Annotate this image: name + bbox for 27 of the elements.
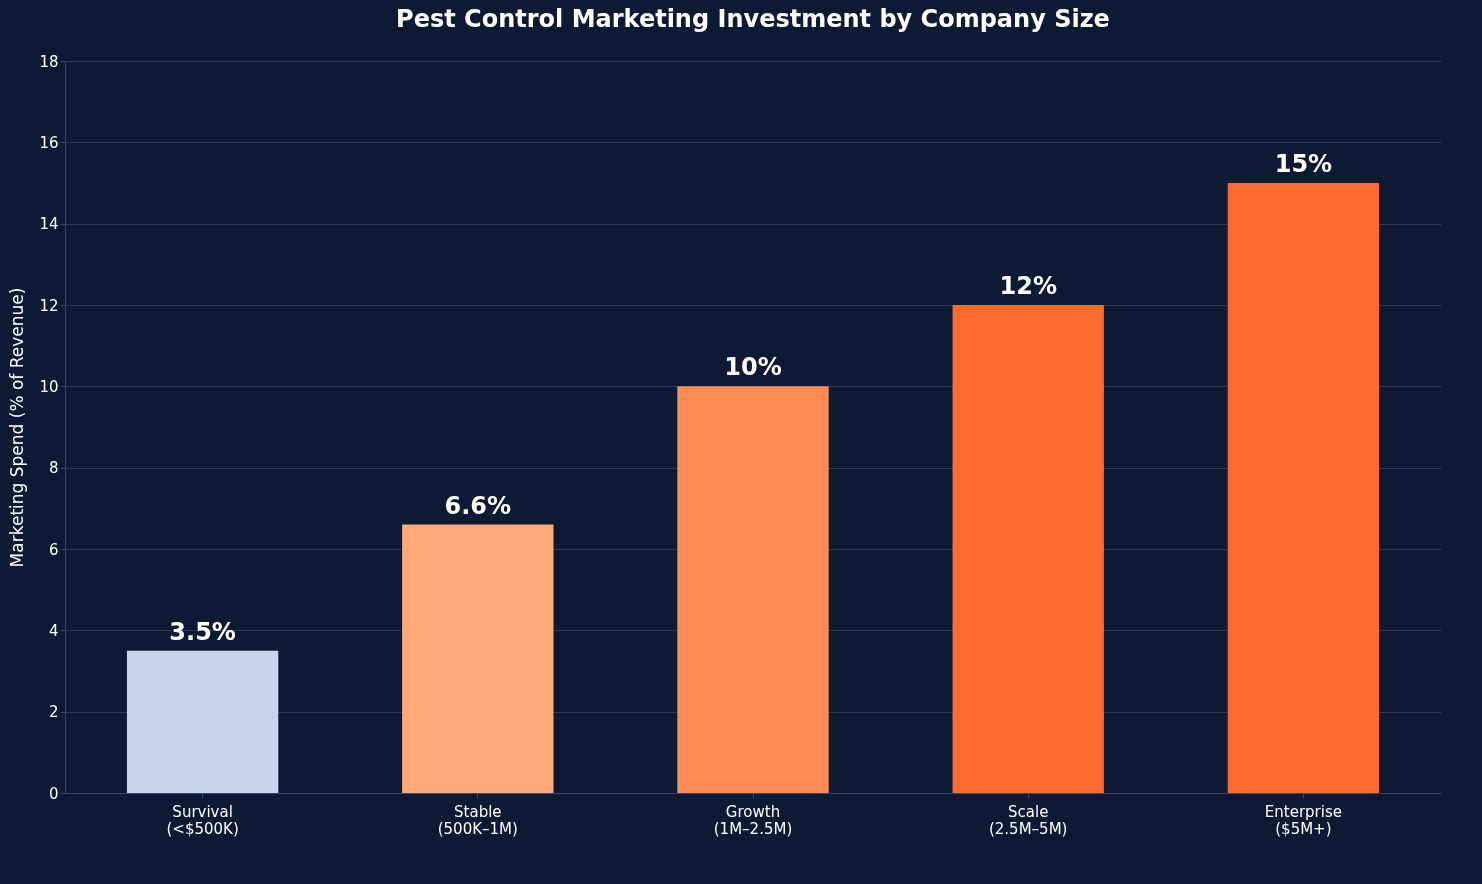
data-label: 3.5%: [169, 617, 236, 646]
x-tick-label: Survival (<$500K): [166, 802, 239, 838]
bar: [952, 305, 1104, 793]
bar: [1227, 183, 1380, 793]
y-tick-label: 2: [48, 703, 59, 722]
data-label: 12%: [999, 272, 1057, 300]
data-label: 15%: [1274, 150, 1333, 178]
y-tick-label: 18: [39, 52, 59, 71]
y-axis-title: Marketing Spend (% of Revenue): [7, 287, 28, 568]
data-label: 10%: [724, 353, 782, 382]
x-tick-label: Scale (2.5M–5M): [988, 802, 1068, 838]
y-tick-label: 8: [48, 459, 59, 478]
bar: [402, 524, 554, 793]
bar: [126, 650, 279, 793]
y-tick-label: 0: [48, 784, 59, 803]
bar: [677, 386, 829, 793]
data-label: 6.6%: [444, 491, 512, 520]
chart-title: Pest Control Marketing Investment by Company Size: [396, 5, 1110, 33]
x-tick-label: Stable (500K–1M): [437, 802, 518, 838]
x-tick-label: Growth (1M–2.5M): [713, 802, 793, 838]
y-tick-label: 14: [39, 215, 59, 234]
y-tick-label: 16: [39, 133, 59, 152]
x-tick-label: Enterprise ($5M+): [1264, 802, 1342, 838]
y-tick-label: 4: [48, 621, 59, 640]
y-tick-label: 12: [39, 296, 59, 315]
y-tick-label: 10: [39, 377, 59, 396]
y-tick-label: 6: [48, 540, 59, 559]
